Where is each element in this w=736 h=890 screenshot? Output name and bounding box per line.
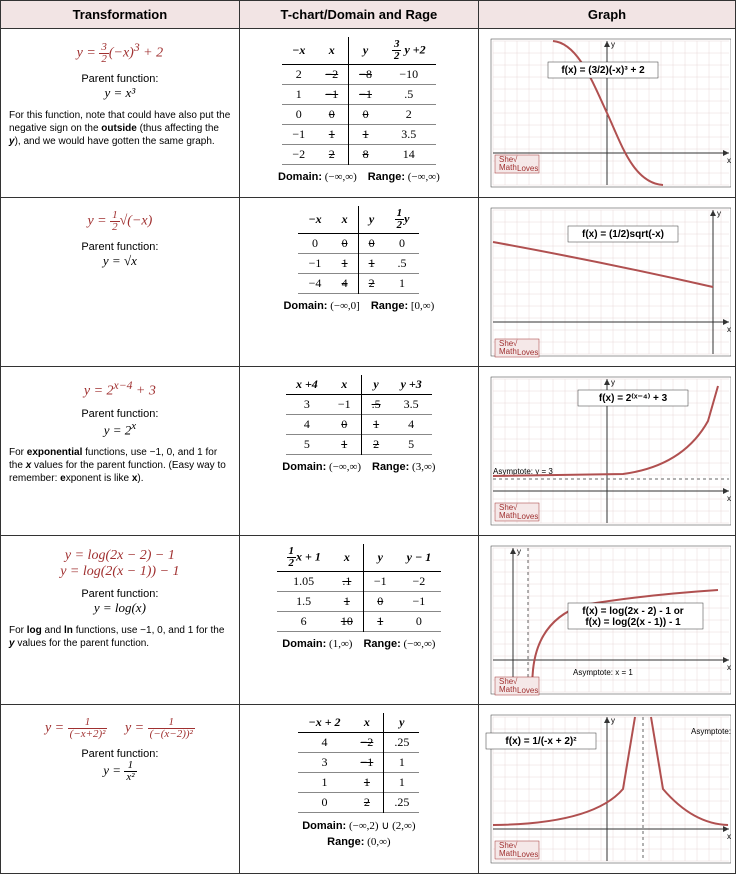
parent-equation: y = x³: [9, 85, 231, 101]
equation: y = 32(−x)3 + 2: [9, 41, 231, 65]
svg-text:x: x: [727, 494, 731, 503]
header-graph: Graph: [478, 1, 735, 29]
svg-text:f(x) = 1/(-x + 2)²: f(x) = 1/(-x + 2)²: [505, 736, 577, 747]
parent-equation: y = log(x): [9, 600, 231, 616]
svg-text:f(x) = log(2(x - 1)) - 1: f(x) = log(2(x - 1)) - 1: [585, 617, 681, 628]
svg-text:y: y: [611, 716, 615, 725]
content-row: y = 32(−x)3 + 2 Parent function: y = x³ F…: [1, 29, 736, 198]
header-tchart: T-chart/Domain and Rage: [239, 1, 478, 29]
content-row: y = 12√(−x) Parent function: y = √x −xxy…: [1, 198, 736, 367]
graph-svg: x y f(x) = (1/2)sqrt(-x)She√LovesMath: [483, 202, 731, 362]
svg-text:f(x) = log(2x - 2) - 1 or: f(x) = log(2x - 2) - 1 or: [582, 606, 684, 617]
parent-equation: y = √x: [9, 253, 231, 269]
tchart-cell: x +4xyy +33−1.53.540145125 Domain: (−∞,∞…: [239, 367, 478, 536]
svg-text:f(x) = (1/2)sqrt(-x): f(x) = (1/2)sqrt(-x): [582, 229, 664, 240]
equation: y = log(2x − 2) − 1y = log(2(x − 1)) − 1: [9, 548, 231, 580]
transformation-cell: y = 32(−x)3 + 2 Parent function: y = x³ F…: [1, 29, 240, 198]
parent-label: Parent function:: [9, 241, 231, 253]
svg-text:f(x) = (3/2)(-x)³ + 2: f(x) = (3/2)(-x)³ + 2: [561, 65, 645, 76]
svg-text:Loves: Loves: [517, 348, 538, 357]
svg-text:x: x: [727, 832, 731, 841]
svg-text:y: y: [717, 209, 721, 218]
note-text: For log and ln functions, use −1, 0, and…: [9, 624, 231, 650]
header-transformation: Transformation: [1, 1, 240, 29]
t-chart: x +4xyy +33−1.53.540145125: [286, 375, 432, 455]
content-row: y = 1(−x+2)² y = 1(−(x−2))² Parent funct…: [1, 705, 736, 874]
transformation-cell: y = 2x−4 + 3 Parent function: y = 2x For …: [1, 367, 240, 536]
t-chart: 12x + 1xyy − 11.05.1−1−21.510−161010: [277, 544, 442, 632]
content-row: y = 2x−4 + 3 Parent function: y = 2x For …: [1, 367, 736, 536]
svg-text:Loves: Loves: [517, 164, 538, 173]
domain-range: Domain: (−∞,∞) Range: (−∞,∞): [248, 171, 470, 183]
svg-text:Math: Math: [499, 849, 517, 858]
parent-equation: y = 2x: [9, 420, 231, 438]
graph-cell: x y f(x) = (1/2)sqrt(-x)She√LovesMath: [478, 198, 735, 367]
svg-text:Loves: Loves: [517, 686, 538, 695]
graph-svg: x y f(x) = (3/2)(-x)³ + 2She√LovesMath: [483, 33, 731, 193]
transformation-cell: y = log(2x − 2) − 1y = log(2(x − 1)) − 1…: [1, 536, 240, 705]
content-row: y = log(2x − 2) − 1y = log(2(x − 1)) − 1…: [1, 536, 736, 705]
tchart-cell: −xxy12y0000−111.5−4421 Domain: (−∞,0] Ra…: [239, 198, 478, 367]
graph-svg: x yAsymptote: y = 3 f(x) = 2⁽ˣ⁻⁴⁾ + 3She…: [483, 371, 731, 531]
transformations-table: Transformation T-chart/Domain and Rage G…: [0, 0, 736, 874]
equation: y = 12√(−x): [9, 210, 231, 233]
svg-text:Math: Math: [499, 511, 517, 520]
equation: y = 1(−x+2)² y = 1(−(x−2))²: [9, 717, 231, 740]
domain-range: Domain: (1,∞) Range: (−∞,∞): [248, 638, 470, 650]
tchart-cell: −x + 2xy4−2.253−1111102.25 Domain: (−∞,2…: [239, 705, 478, 874]
domain-range: Domain: (−∞,∞) Range: (3,∞): [248, 461, 470, 473]
range-text: Range: (0,∞): [248, 836, 470, 848]
transformation-cell: y = 1(−x+2)² y = 1(−(x−2))² Parent funct…: [1, 705, 240, 874]
svg-text:y: y: [517, 547, 521, 556]
parent-label: Parent function:: [9, 73, 231, 85]
svg-text:y: y: [611, 40, 615, 49]
transformation-cell: y = 12√(−x) Parent function: y = √x: [1, 198, 240, 367]
graph-cell: x y Asymptote: x = 1 f(x) = log(2x - 2) -…: [478, 536, 735, 705]
tchart-cell: −xxy32 y +22−2−8−101−1−1.50002−1113.5−22…: [239, 29, 478, 198]
note-text: For this function, note that could have …: [9, 109, 231, 148]
svg-text:Math: Math: [499, 163, 517, 172]
graph-cell: x y f(x) = (3/2)(-x)³ + 2She√LovesMath: [478, 29, 735, 198]
equation: y = 2x−4 + 3: [9, 379, 231, 400]
svg-text:Math: Math: [499, 685, 517, 694]
parent-label: Parent function:: [9, 588, 231, 600]
t-chart: −x + 2xy4−2.253−1111102.25: [298, 713, 419, 813]
graph-svg: x yAsymptote: x = 2 f(x) = 1/(-x + 2)²Sh…: [483, 709, 731, 869]
parent-label: Parent function:: [9, 748, 231, 760]
domain-range: Domain: (−∞,0] Range: [0,∞): [248, 300, 470, 312]
svg-text:Asymptote: x = 2: Asymptote: x = 2: [691, 727, 731, 736]
svg-text:x: x: [727, 156, 731, 165]
svg-text:y: y: [611, 378, 615, 387]
graph-svg: x y Asymptote: x = 1 f(x) = log(2x - 2) -…: [483, 540, 731, 700]
svg-text:Asymptote: x = 1: Asymptote: x = 1: [573, 668, 633, 677]
note-text: For exponential functions, use −1, 0, an…: [9, 446, 231, 485]
tchart-cell: 12x + 1xyy − 11.05.1−1−21.510−161010 Dom…: [239, 536, 478, 705]
t-chart: −xxy12y0000−111.5−4421: [298, 206, 419, 294]
parent-label: Parent function:: [9, 408, 231, 420]
parent-equation: y = 1x²: [9, 760, 231, 783]
svg-text:Math: Math: [499, 347, 517, 356]
graph-cell: x yAsymptote: x = 2 f(x) = 1/(-x + 2)²Sh…: [478, 705, 735, 874]
svg-text:f(x) = 2⁽ˣ⁻⁴⁾ + 3: f(x) = 2⁽ˣ⁻⁴⁾ + 3: [599, 393, 668, 404]
graph-cell: x yAsymptote: y = 3 f(x) = 2⁽ˣ⁻⁴⁾ + 3She…: [478, 367, 735, 536]
svg-text:Loves: Loves: [517, 850, 538, 859]
svg-text:x: x: [727, 325, 731, 334]
domain-text: Domain: (−∞,2) ∪ (2,∞): [248, 819, 470, 832]
t-chart: −xxy32 y +22−2−8−101−1−1.50002−1113.5−22…: [282, 37, 436, 165]
svg-text:x: x: [727, 663, 731, 672]
svg-text:Loves: Loves: [517, 512, 538, 521]
